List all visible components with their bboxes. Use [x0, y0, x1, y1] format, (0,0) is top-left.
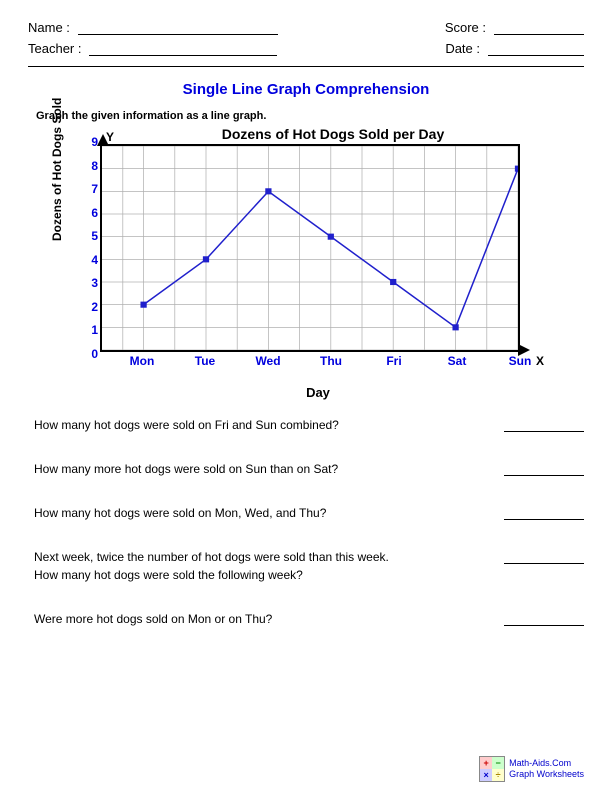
y-arrow-icon: [97, 134, 109, 146]
x-tick-label: Thu: [320, 354, 342, 368]
date-field: Date :: [445, 41, 584, 56]
footer: + − × ÷ Math-Aids.Com Graph Worksheets: [479, 756, 584, 782]
x-tick-label: Wed: [255, 354, 280, 368]
name-field: Name :: [28, 20, 278, 35]
line-chart: Dozens of Hot Dogs Sold per Day Y X Doze…: [58, 126, 538, 396]
y-tick-label: 6: [80, 206, 98, 220]
chart-title: Dozens of Hot Dogs Sold per Day: [148, 126, 518, 142]
instruction-text: Graph the given information as a line gr…: [36, 110, 584, 122]
page-title: Single Line Graph Comprehension: [28, 81, 584, 98]
y-tick-label: 7: [80, 182, 98, 196]
math-aids-icon: + − × ÷: [479, 756, 505, 782]
question-row: How many more hot dogs were sold on Sun …: [34, 460, 584, 478]
y-axis-label: Dozens of Hot Dogs Sold: [50, 98, 64, 241]
answer-blank[interactable]: [504, 508, 584, 520]
date-label: Date :: [445, 41, 480, 56]
name-blank[interactable]: [78, 21, 278, 35]
x-tick-label: Mon: [130, 354, 155, 368]
x-tick-label: Sat: [448, 354, 467, 368]
answer-blank[interactable]: [504, 420, 584, 432]
footer-text: Math-Aids.Com Graph Worksheets: [509, 758, 584, 780]
plot-svg: [102, 146, 518, 350]
question-row: Were more hot dogs sold on Mon or on Thu…: [34, 610, 584, 628]
questions: How many hot dogs were sold on Fri and S…: [34, 416, 584, 628]
x-tick-label: Fri: [386, 354, 401, 368]
y-tick-label: 1: [80, 323, 98, 337]
y-tick-label: 2: [80, 300, 98, 314]
question-text: How many hot dogs were sold on Mon, Wed,…: [34, 504, 326, 522]
plot-area: [100, 144, 520, 352]
header-row-2: Teacher : Date :: [28, 41, 584, 56]
y-tick-label: 4: [80, 253, 98, 267]
teacher-label: Teacher :: [28, 41, 81, 56]
footer-line1: Math-Aids.Com: [509, 758, 584, 769]
score-blank[interactable]: [494, 21, 584, 35]
header-row-1: Name : Score :: [28, 20, 584, 35]
answer-blank[interactable]: [504, 614, 584, 626]
footer-line2: Graph Worksheets: [509, 769, 584, 780]
x-tick-label: Sun: [509, 354, 532, 368]
x-ticks: MonTueWedThuFriSatSun: [100, 354, 520, 370]
date-blank[interactable]: [488, 42, 584, 56]
y-tick-label: 0: [80, 347, 98, 361]
score-field: Score :: [445, 20, 584, 35]
score-label: Score :: [445, 20, 486, 35]
teacher-blank[interactable]: [89, 42, 277, 56]
y-ticks: 0123456789: [80, 142, 98, 354]
answer-blank[interactable]: [504, 552, 584, 564]
divider: [28, 66, 584, 67]
x-tick-label: Tue: [195, 354, 215, 368]
y-tick-label: 5: [80, 229, 98, 243]
answer-blank[interactable]: [504, 464, 584, 476]
question-text: Were more hot dogs sold on Mon or on Thu…: [34, 610, 272, 628]
x-axis-label: Day: [118, 385, 518, 400]
y-tick-label: 8: [80, 159, 98, 173]
name-label: Name :: [28, 20, 70, 35]
teacher-field: Teacher :: [28, 41, 277, 56]
question-text: Next week, twice the number of hot dogs …: [34, 548, 389, 584]
question-row: How many hot dogs were sold on Fri and S…: [34, 416, 584, 434]
question-row: How many hot dogs were sold on Mon, Wed,…: [34, 504, 584, 522]
question-text: How many more hot dogs were sold on Sun …: [34, 460, 338, 478]
y-tick-label: 3: [80, 276, 98, 290]
x-axis-mark: X: [536, 354, 544, 368]
question-text: How many hot dogs were sold on Fri and S…: [34, 416, 339, 434]
y-tick-label: 9: [80, 135, 98, 149]
question-row: Next week, twice the number of hot dogs …: [34, 548, 584, 584]
